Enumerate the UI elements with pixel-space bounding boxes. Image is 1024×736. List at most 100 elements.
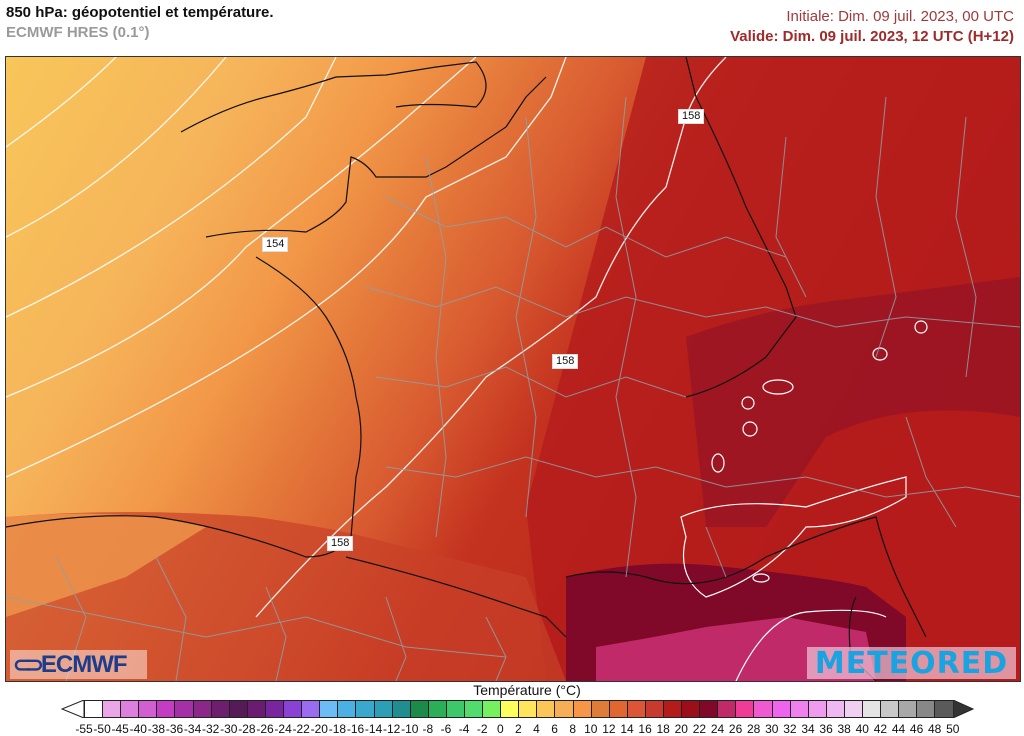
legend-swatch bbox=[355, 700, 374, 718]
legend-swatch bbox=[138, 700, 157, 718]
legend-swatch bbox=[789, 700, 808, 718]
legend-tick: 28 bbox=[747, 722, 761, 736]
legend-tick: -28 bbox=[238, 722, 256, 736]
legend-tick: 2 bbox=[515, 722, 522, 736]
ecmwf-logo-text: ECMWF bbox=[40, 650, 128, 678]
legend-swatch bbox=[862, 700, 881, 718]
legend-swatch bbox=[807, 700, 826, 718]
legend-tick: -26 bbox=[256, 722, 274, 736]
legend-swatch bbox=[699, 700, 718, 718]
legend-tick: 26 bbox=[728, 722, 743, 736]
legend-title: Température (°C) bbox=[473, 682, 581, 698]
legend-swatch bbox=[246, 700, 265, 718]
legend-tick: 20 bbox=[674, 722, 688, 736]
legend-tick: 10 bbox=[584, 722, 598, 736]
legend-tick: 40 bbox=[855, 722, 869, 736]
legend-swatch bbox=[174, 700, 193, 718]
legend-tick: -38 bbox=[147, 722, 166, 736]
legend-color-bar bbox=[84, 700, 954, 718]
legend-swatch bbox=[409, 700, 428, 718]
legend-swatch bbox=[898, 700, 917, 718]
legend-tick: -55 bbox=[75, 722, 93, 736]
legend-tick: 48 bbox=[928, 722, 942, 736]
legend-swatch bbox=[644, 700, 663, 718]
legend-swatch bbox=[608, 700, 627, 718]
legend-swatch bbox=[102, 700, 121, 718]
legend-swatch bbox=[663, 700, 682, 718]
legend-swatch bbox=[427, 700, 446, 718]
legend-swatch bbox=[825, 700, 844, 718]
legend-swatch bbox=[771, 700, 790, 718]
legend-swatch bbox=[228, 700, 247, 718]
legend-tick: -20 bbox=[310, 722, 328, 736]
legend-tick: 4 bbox=[533, 722, 540, 736]
legend-tick: 34 bbox=[801, 722, 815, 736]
legend-tick: 50 bbox=[946, 722, 960, 736]
legend-swatch bbox=[735, 700, 754, 718]
legend-tick: -36 bbox=[165, 722, 184, 736]
legend-swatch bbox=[156, 700, 175, 718]
contour-label-158: 158 bbox=[327, 536, 354, 551]
ecmwf-logo: ⊂⊃ ECMWF bbox=[10, 650, 147, 679]
legend-swatch bbox=[518, 700, 537, 718]
legend-tick: 36 bbox=[819, 722, 833, 736]
legend-tick: -8 bbox=[422, 722, 434, 736]
legend-swatch bbox=[482, 700, 501, 718]
contour-label-158: 158 bbox=[552, 354, 579, 369]
legend-swatch bbox=[717, 700, 736, 718]
legend-tick: -12 bbox=[383, 722, 401, 736]
legend-tick: 14 bbox=[620, 722, 634, 736]
valid-time: Valide: Dim. 09 juil. 2023, 12 UTC (H+12… bbox=[730, 28, 1014, 45]
legend-swatch bbox=[554, 700, 573, 718]
legend-tick: 46 bbox=[909, 722, 924, 736]
legend-tick: -2 bbox=[476, 722, 488, 736]
legend-tick: 22 bbox=[692, 722, 707, 736]
legend-tick: 8 bbox=[569, 722, 577, 736]
temperature-field bbox=[6, 57, 1020, 681]
legend-tick: 30 bbox=[765, 722, 779, 736]
legend-swatch bbox=[120, 700, 139, 718]
meteored-logo: METEORED bbox=[807, 645, 1016, 681]
legend-tick-labels: -55 -50 -45 -40 -38 -36 -34 -32 -30 -28 -26 -24 -22-… bbox=[0, 722, 1024, 736]
legend-swatch bbox=[916, 700, 935, 718]
map-title: 850 hPa: géopotentiel et température. bbox=[6, 4, 274, 21]
legend-tick: -34 bbox=[183, 722, 202, 736]
legend-tick: -14 bbox=[364, 722, 383, 736]
legend-tick: -24 bbox=[274, 722, 292, 736]
model-label: ECMWF HRES (0.1°) bbox=[6, 24, 150, 41]
contour-label-158: 158 bbox=[678, 109, 705, 124]
legend-swatch bbox=[301, 700, 320, 718]
legend-swatch bbox=[590, 700, 609, 718]
legend-swatch bbox=[84, 700, 103, 718]
weather-map[interactable]: 154 158 158 158 ⊂⊃ ECMWF METEORED bbox=[5, 56, 1021, 682]
legend-swatch bbox=[681, 700, 700, 718]
legend-tick: 6 bbox=[551, 722, 558, 736]
legend-swatch bbox=[373, 700, 392, 718]
legend-swatch bbox=[283, 700, 302, 718]
legend-tick: -45 bbox=[111, 722, 129, 736]
legend-swatch bbox=[880, 700, 899, 718]
legend-swatch bbox=[753, 700, 772, 718]
legend-tick: -22 bbox=[292, 722, 310, 736]
legend-swatch bbox=[337, 700, 356, 718]
legend-tick: -40 bbox=[129, 722, 147, 736]
initial-time: Initiale: Dim. 09 juil. 2023, 00 UTC bbox=[786, 8, 1014, 25]
legend-swatch bbox=[934, 700, 954, 718]
legend-tick: -32 bbox=[202, 722, 220, 736]
legend-tick: 18 bbox=[656, 722, 670, 736]
legend-swatch bbox=[391, 700, 410, 718]
legend-swatch bbox=[572, 700, 591, 718]
legend-tick: 0 bbox=[496, 722, 504, 736]
legend-tick: 44 bbox=[891, 722, 906, 736]
legend-over-arrow-icon bbox=[952, 700, 975, 718]
legend-swatch bbox=[536, 700, 555, 718]
legend-swatch bbox=[445, 700, 464, 718]
legend-swatch bbox=[463, 700, 483, 718]
legend-tick: -6 bbox=[440, 722, 452, 736]
legend-swatch bbox=[500, 700, 519, 718]
legend-tick: -18 bbox=[328, 722, 347, 736]
legend-tick: 38 bbox=[837, 722, 851, 736]
meteored-logo-text: METEORED bbox=[814, 645, 1009, 681]
legend-swatch bbox=[210, 700, 229, 718]
legend-swatch bbox=[192, 700, 211, 718]
